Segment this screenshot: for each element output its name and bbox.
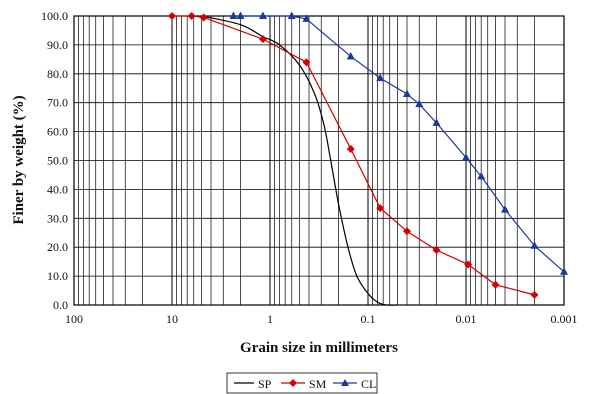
series-point-sm — [302, 58, 311, 67]
y-tick-label: 80.0 — [47, 67, 68, 81]
series-point-cl — [302, 14, 311, 22]
legend-cl-label: CL — [361, 377, 376, 391]
y-tick-label: 20.0 — [47, 240, 68, 254]
x-tick-label: 100 — [65, 312, 83, 326]
y-tick-label: 90.0 — [47, 38, 68, 52]
series-point-cl — [376, 73, 385, 82]
series-point-cl — [462, 153, 470, 161]
series-point-cl — [477, 171, 486, 180]
y-tick-label: 60.0 — [47, 125, 68, 139]
x-tick-labels: 100 10 1 0.1 0.01 0.001 — [65, 312, 578, 326]
plot-frame — [73, 15, 565, 306]
legend-sm-marker — [289, 379, 297, 387]
legend: SP SM CL — [226, 372, 378, 394]
series-layer — [168, 11, 568, 306]
x-axis-label: Grain size in millimeters — [240, 340, 398, 356]
x-tick-label: 10 — [166, 312, 178, 326]
series-point-cl — [530, 241, 539, 249]
series-point-sm — [258, 35, 267, 44]
legend-sp-label: SP — [258, 377, 272, 391]
y-tick-labels: 0.0 10.0 20.0 30.0 40.0 50.0 60.0 70.0 80.0 90.0 1… — [41, 9, 68, 312]
y-tick-label: 70.0 — [47, 96, 68, 110]
series-point-sm — [402, 227, 411, 236]
series-point-sm — [168, 12, 176, 20]
y-tick-label: 30.0 — [47, 211, 68, 225]
series-point-cl — [258, 11, 267, 19]
series-point-cl — [500, 205, 509, 213]
x-tick-label: 1 — [267, 312, 273, 326]
chart-grid — [74, 15, 565, 306]
series-point-sm — [530, 290, 539, 299]
series-point-sm — [491, 280, 500, 289]
series-point-sm — [187, 12, 196, 20]
x-tick-label: 0.1 — [361, 312, 376, 326]
series-point-sm — [346, 144, 355, 153]
legend-cl-marker — [341, 379, 349, 386]
series-point-cl — [560, 267, 568, 275]
x-tick-label: 0.001 — [551, 312, 578, 326]
series-point-sm — [199, 13, 208, 22]
y-tick-label: 100.0 — [41, 9, 68, 23]
x-tick-label: 0.01 — [456, 312, 477, 326]
series-point-cl — [287, 11, 296, 19]
series-point-cl — [236, 11, 245, 19]
series-point-cl — [229, 11, 238, 19]
y-tick-label: 10.0 — [47, 269, 68, 283]
y-tick-label: 0.0 — [53, 298, 68, 312]
series-point-sm — [432, 246, 441, 255]
series-point-cl — [432, 118, 441, 126]
y-tick-label: 40.0 — [47, 182, 68, 196]
series-point-cl — [346, 51, 355, 60]
series-point-cl — [415, 99, 424, 108]
y-tick-label: 50.0 — [47, 154, 68, 168]
series-point-cl — [402, 89, 411, 98]
legend-sm-label: SM — [309, 377, 327, 391]
series-line-cl — [233, 15, 565, 273]
series-line-sp — [201, 15, 398, 306]
series-point-sm — [376, 204, 385, 213]
y-axis-label: Finer by weight (%) — [11, 95, 27, 224]
series-point-sm — [464, 260, 473, 269]
